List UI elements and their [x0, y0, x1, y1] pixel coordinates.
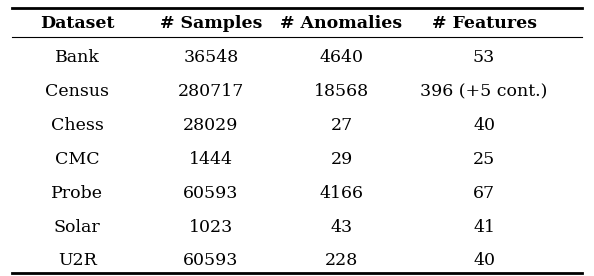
Text: 18568: 18568 [314, 83, 369, 100]
Text: 396 (+5 cont.): 396 (+5 cont.) [421, 83, 548, 100]
Text: 60593: 60593 [183, 185, 239, 202]
Text: 27: 27 [330, 117, 353, 134]
Text: CMC: CMC [55, 151, 100, 168]
Text: # Samples: # Samples [160, 15, 262, 32]
Text: 40: 40 [473, 117, 495, 134]
Text: 1444: 1444 [189, 151, 233, 168]
Text: # Features: # Features [432, 15, 536, 32]
Text: Solar: Solar [54, 219, 100, 235]
Text: Bank: Bank [55, 49, 100, 67]
Text: Census: Census [45, 83, 109, 100]
Text: 4166: 4166 [320, 185, 364, 202]
Text: 1023: 1023 [189, 219, 233, 235]
Text: 40: 40 [473, 252, 495, 269]
Text: 60593: 60593 [183, 252, 239, 269]
Text: 28029: 28029 [183, 117, 239, 134]
Text: 228: 228 [325, 252, 358, 269]
Text: Dataset: Dataset [40, 15, 115, 32]
Text: 41: 41 [473, 219, 495, 235]
Text: Chess: Chess [50, 117, 104, 134]
Text: 280717: 280717 [178, 83, 244, 100]
Text: 4640: 4640 [320, 49, 364, 67]
Text: 43: 43 [330, 219, 353, 235]
Text: Probe: Probe [51, 185, 103, 202]
Text: 53: 53 [473, 49, 495, 67]
Text: # Anomalies: # Anomalies [280, 15, 403, 32]
Text: U2R: U2R [58, 252, 97, 269]
Text: 36548: 36548 [183, 49, 239, 67]
Text: 67: 67 [473, 185, 495, 202]
Text: 25: 25 [473, 151, 495, 168]
Text: 29: 29 [330, 151, 353, 168]
